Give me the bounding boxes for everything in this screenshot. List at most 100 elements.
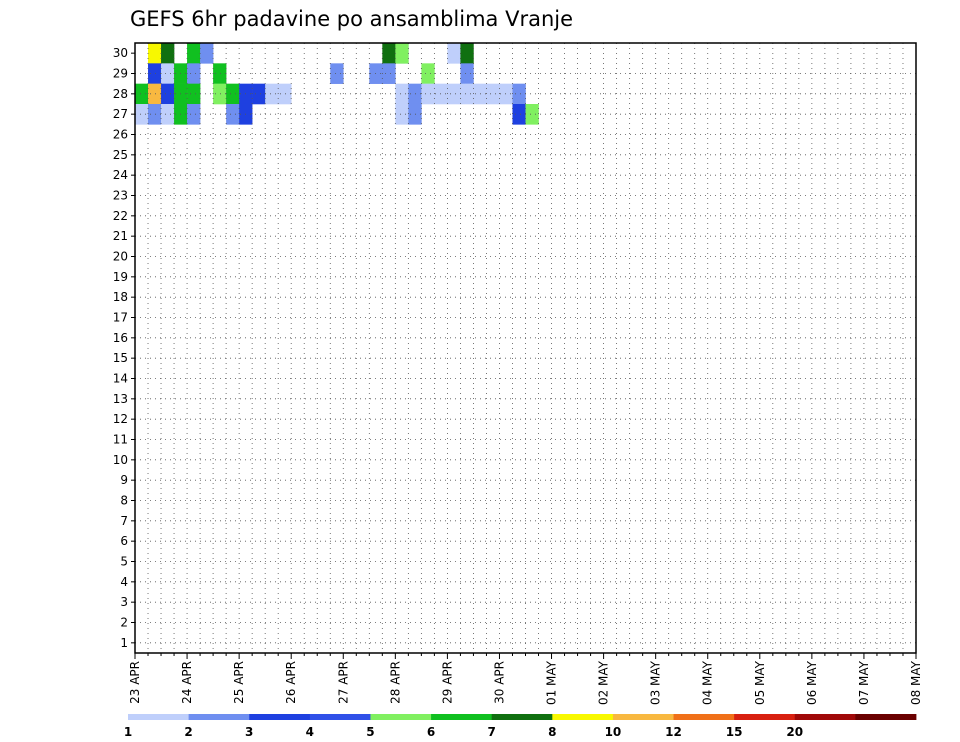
y-tick-label: 16 bbox=[113, 331, 128, 345]
colorbar-swatch bbox=[491, 714, 553, 720]
heatmap-cell bbox=[512, 104, 526, 125]
colorbar-label: 4 bbox=[306, 725, 314, 739]
heatmap-cell bbox=[187, 43, 201, 64]
heatmap-cell bbox=[135, 83, 149, 105]
heatmap-cell bbox=[226, 83, 240, 105]
heatmap-cell bbox=[434, 83, 448, 105]
y-tick-label: 9 bbox=[120, 473, 128, 487]
x-tick-label: 26 APR bbox=[284, 661, 298, 704]
heatmap-cell bbox=[148, 63, 162, 84]
y-tick-label: 1 bbox=[120, 636, 128, 650]
colorbar-swatch bbox=[794, 714, 856, 720]
y-tick-label: 28 bbox=[113, 87, 128, 101]
y-tick-label: 2 bbox=[120, 616, 128, 630]
colorbar-label: 5 bbox=[366, 725, 374, 739]
y-tick-label: 18 bbox=[113, 290, 128, 304]
colorbar-label: 1 bbox=[124, 725, 132, 739]
heatmap-cell bbox=[148, 83, 162, 105]
heatmap-cell bbox=[395, 83, 409, 105]
x-tick-label: 03 MAY bbox=[649, 660, 663, 705]
x-tick-label: 05 MAY bbox=[753, 660, 767, 705]
x-tick-label: 25 APR bbox=[232, 661, 246, 704]
x-tick-label: 23 APR bbox=[128, 661, 142, 704]
colorbar-swatch bbox=[188, 714, 250, 720]
heatmap-cell bbox=[135, 104, 149, 125]
colorbar-label: 6 bbox=[427, 725, 435, 739]
heatmap-cell bbox=[460, 63, 474, 84]
y-tick-label: 23 bbox=[113, 189, 128, 203]
y-tick-label: 24 bbox=[113, 168, 128, 182]
y-tick-label: 11 bbox=[113, 433, 128, 447]
heatmap-cell bbox=[499, 83, 513, 105]
heatmap-cell bbox=[265, 83, 279, 105]
x-tick-label: 28 APR bbox=[388, 661, 402, 704]
heatmap-cell bbox=[148, 43, 162, 64]
grid-lines bbox=[135, 43, 916, 653]
heatmap-cell bbox=[447, 83, 461, 105]
colorbar-label: 15 bbox=[726, 725, 743, 739]
heatmap-cell bbox=[512, 83, 526, 105]
colorbar-swatch bbox=[431, 714, 493, 720]
y-tick-label: 7 bbox=[120, 514, 128, 528]
y-tick-label: 5 bbox=[120, 555, 128, 569]
heatmap-cell bbox=[486, 83, 500, 105]
heatmap-cell bbox=[421, 63, 435, 84]
y-tick-label: 27 bbox=[113, 107, 128, 121]
y-tick-label: 20 bbox=[113, 250, 128, 264]
heatmap-cell bbox=[460, 43, 474, 64]
y-tick-label: 8 bbox=[120, 494, 128, 508]
heatmap-cell bbox=[447, 43, 461, 64]
heatmap-cell bbox=[161, 43, 175, 64]
y-tick-label: 4 bbox=[120, 575, 128, 589]
y-tick-label: 6 bbox=[120, 534, 128, 548]
heatmap-cell bbox=[226, 104, 240, 125]
colorbar-label: 20 bbox=[786, 725, 803, 739]
y-tick-label: 17 bbox=[113, 311, 128, 325]
x-tick-label: 30 APR bbox=[492, 661, 506, 704]
colorbar-swatch bbox=[249, 714, 311, 720]
y-tick-label: 22 bbox=[113, 209, 128, 223]
y-tick-label: 13 bbox=[113, 392, 128, 406]
colorbar-label: 10 bbox=[605, 725, 622, 739]
heatmap-cell bbox=[395, 104, 409, 125]
heatmap-cell bbox=[148, 104, 162, 125]
colorbar-swatch bbox=[309, 714, 371, 720]
x-tick-label: 29 APR bbox=[440, 661, 454, 704]
heatmap-cell bbox=[421, 83, 435, 105]
y-tick-label: 14 bbox=[113, 372, 128, 386]
heatmap-cell bbox=[213, 63, 227, 84]
heatmap-cell bbox=[161, 83, 175, 105]
colorbar-label: 3 bbox=[245, 725, 253, 739]
x-axis-ticks: 23 APR 24 APR 25 APR 26 APR 27 APR 28 APR 29 A… bbox=[128, 653, 923, 705]
y-tick-label: 30 bbox=[113, 46, 128, 60]
y-tick-label: 15 bbox=[113, 351, 128, 365]
heatmap-cell bbox=[187, 83, 201, 105]
x-tick-label: 24 APR bbox=[180, 661, 194, 704]
heatmap-cell bbox=[200, 43, 214, 64]
heatmap-cell bbox=[252, 83, 266, 105]
y-tick-label: 12 bbox=[113, 412, 128, 426]
colorbar-label: 12 bbox=[665, 725, 682, 739]
x-tick-label: 07 MAY bbox=[857, 660, 871, 705]
heatmap-cell bbox=[187, 104, 201, 125]
x-tick-label: 08 MAY bbox=[909, 660, 923, 705]
heatmap-cell bbox=[525, 104, 539, 125]
chart-title: GEFS 6hr padavine po ansamblima Vranje bbox=[130, 7, 573, 31]
x-tick-label: 06 MAY bbox=[805, 660, 819, 705]
heatmap-cell bbox=[395, 43, 409, 64]
colorbar-swatch bbox=[128, 714, 190, 720]
heatmap-cell bbox=[213, 83, 227, 105]
heatmap-cell bbox=[278, 83, 292, 105]
colorbar-label: 2 bbox=[184, 725, 192, 739]
colorbar: 1 2 3 4 5 6 7 8 10 12 15 20 bbox=[124, 714, 917, 739]
heatmap-cell bbox=[187, 63, 201, 84]
heatmap-cell bbox=[382, 43, 396, 64]
colorbar-label: 7 bbox=[488, 725, 496, 739]
y-tick-label: 21 bbox=[113, 229, 128, 243]
colorbar-swatch bbox=[855, 714, 917, 720]
heatmap-cell bbox=[382, 63, 396, 84]
x-tick-label: 02 MAY bbox=[597, 660, 611, 705]
y-tick-label: 10 bbox=[113, 453, 128, 467]
heatmap-cell bbox=[161, 104, 175, 125]
